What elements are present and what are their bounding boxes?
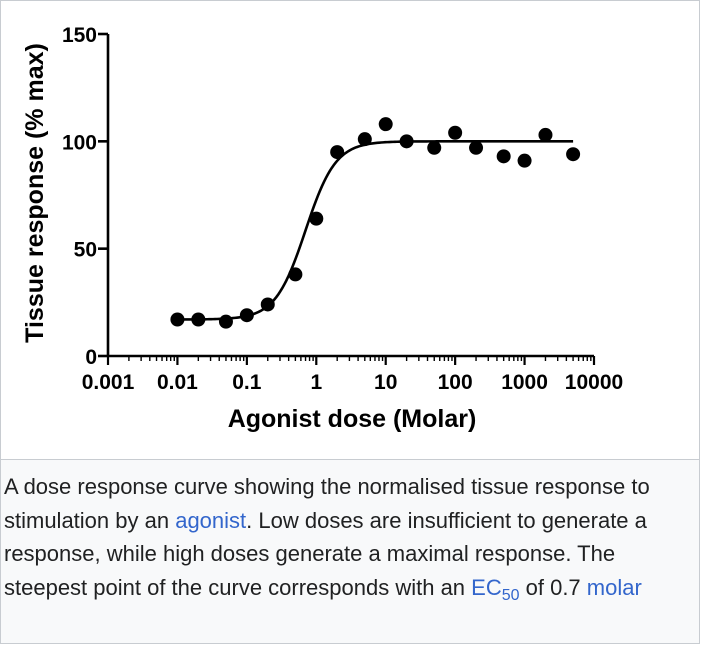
data-point [170, 312, 185, 327]
caption-box: A dose response curve showing the normal… [1, 459, 699, 643]
data-point [496, 149, 511, 164]
data-point [517, 153, 532, 168]
ec50-link-text: EC [471, 574, 502, 600]
molar-link[interactable]: molar [586, 574, 642, 600]
y-tick-label: 150 [62, 24, 97, 47]
data-point [399, 134, 414, 149]
x-tick-label: 0.01 [157, 371, 198, 394]
data-point [357, 132, 372, 147]
data-point [239, 308, 254, 323]
x-tick-label: 0.001 [82, 371, 135, 394]
data-point [309, 211, 324, 226]
ec50-link-subscript: 50 [501, 586, 520, 604]
data-point [288, 267, 303, 282]
y-tick-label: 0 [85, 346, 97, 369]
data-point [448, 125, 463, 140]
x-tick-label: 100 [438, 371, 473, 394]
data-point [218, 314, 233, 329]
data-point [427, 140, 442, 155]
caption-text-middle: . Low doses are insufficient to generate… [4, 507, 647, 600]
dose-response-chart: 0 50 100 150 0.001 0.01 0.1 1 10 100 1000 10000 Ago… [21, 24, 623, 433]
data-point [330, 145, 345, 160]
agonist-link[interactable]: agonist [175, 507, 247, 533]
data-point [378, 117, 393, 132]
data-point [469, 140, 484, 155]
data-point [538, 127, 553, 142]
data-point [191, 312, 206, 327]
x-tick-label: 0.1 [232, 371, 262, 394]
ec50-link[interactable]: EC50 [471, 574, 519, 604]
caption-text-before: A dose response curve showing the normal… [4, 474, 650, 533]
figure-caption: A dose response curve showing the normal… [4, 470, 659, 604]
x-tick-label: 1 [310, 371, 322, 394]
data-points [170, 117, 581, 329]
data-point [566, 147, 581, 162]
caption-text-of: of 0.7 [519, 574, 587, 600]
fit-curve [177, 140, 574, 321]
x-tick-label: 10000 [565, 371, 623, 394]
x-axis-label: Agonist dose (Molar) [228, 405, 477, 433]
y-axis-label: Tissue response (% max) [21, 43, 49, 343]
x-tick-label: 10 [374, 371, 397, 394]
axes: 0 50 100 150 0.001 0.01 0.1 1 10 100 1000 10000 [62, 24, 623, 394]
y-tick-label: 100 [62, 131, 97, 154]
data-point [260, 297, 275, 312]
chart-image[interactable]: 0 50 100 150 0.001 0.01 0.1 1 10 100 1000 10000 Ago… [1, 1, 699, 459]
y-tick-label: 50 [74, 239, 97, 262]
x-tick-label: 1000 [501, 371, 548, 394]
